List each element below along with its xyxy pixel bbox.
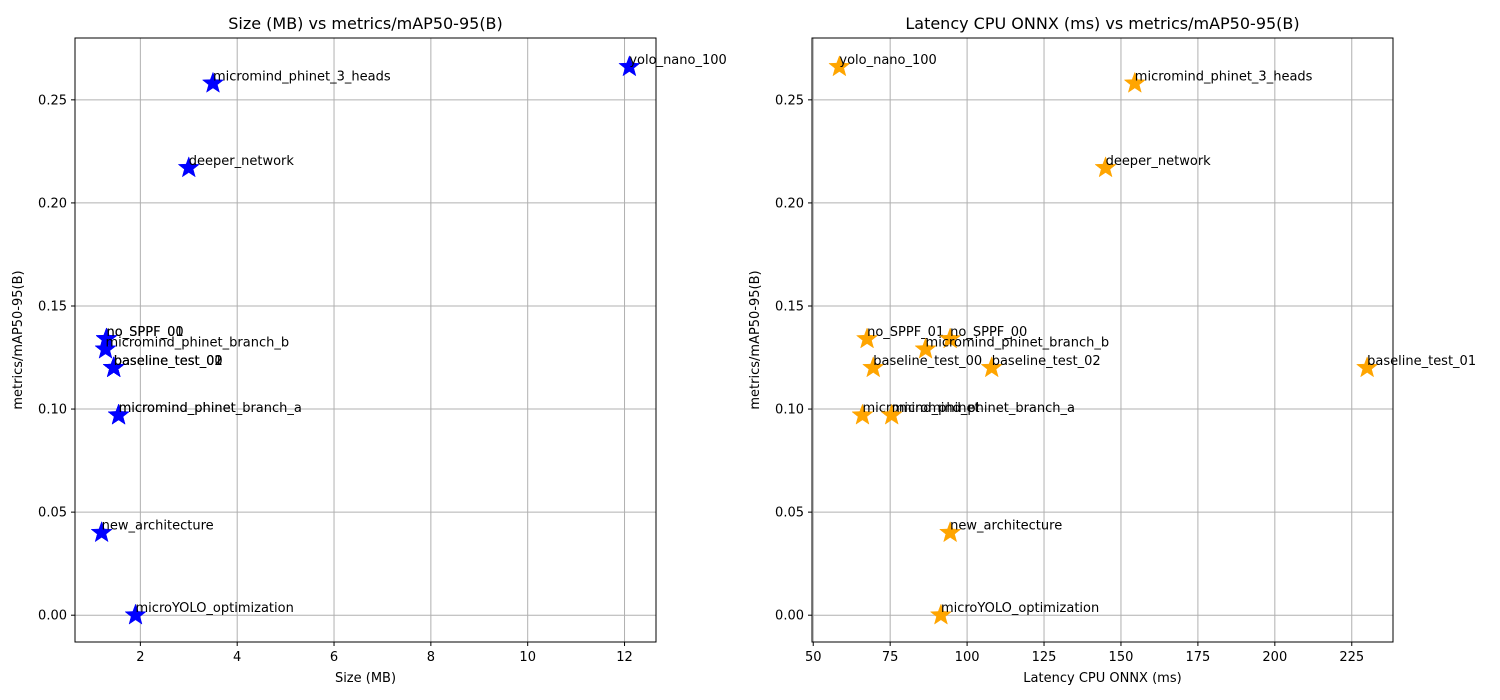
data-point-label: microYOLO_optimization [941, 601, 1099, 616]
data-point-label: new_architecture [102, 519, 214, 534]
y-tick-label: 0.15 [38, 299, 67, 314]
data-point-star [94, 337, 117, 359]
chart-latency-vs-map: 50 75 100 125 150 175 200 225 0.00 0.05 0.10 0.15 0.… [748, 14, 1476, 686]
x-tick-label: 2 [136, 650, 144, 665]
x-tick-label: 175 [1185, 650, 1210, 665]
y-tick-label: 0.00 [38, 609, 67, 624]
data-point-label: deeper_network [1106, 154, 1212, 169]
y-axis-label: metrics/mAP50-95(B) [11, 270, 26, 409]
x-axis-label: Latency CPU ONNX (ms) [1023, 671, 1181, 686]
x-tick-label: 4 [233, 650, 241, 665]
data-point-star [177, 156, 200, 178]
data-point-star [828, 55, 851, 77]
data-point-label: deeper_network [189, 154, 295, 169]
x-tick-label: 200 [1262, 650, 1287, 665]
plot-frame [74, 37, 657, 643]
data-point-label: micromind_phinet_3_heads [213, 69, 391, 84]
data-point-label: baseline_test_02 [114, 354, 223, 369]
data-point-label: no_SPPF_01 [867, 325, 944, 340]
data-point-star [618, 55, 641, 77]
data-point-star [1356, 356, 1379, 378]
y-tick-label: 0.25 [775, 93, 804, 108]
data-point-label: baseline_test_01 [1367, 354, 1476, 369]
data-point-label: baseline_test_02 [992, 354, 1101, 369]
y-tick-label: 0.10 [38, 403, 67, 418]
data-point-label: micromind_phinet [119, 401, 236, 416]
data-point-star [929, 603, 953, 625]
y-tick-label: 0.05 [38, 506, 67, 521]
y-tick-label: 0.25 [38, 93, 67, 108]
data-point-star [1123, 71, 1146, 93]
x-axis-label: Size (MB) [335, 671, 396, 686]
chart-size-vs-map: 2 4 6 8 10 12 0.00 0.05 0.10 0.15 0.20 0.25 Size (MB… [11, 14, 727, 686]
data-point-label: microYOLO_optimization [136, 601, 294, 616]
y-axis-label: metrics/mAP50-95(B) [748, 270, 763, 409]
data-point-star [880, 403, 903, 425]
x-tick-label: 150 [1109, 650, 1134, 665]
data-point-label: baseline_test_00 [114, 354, 223, 369]
x-tick-label: 50 [805, 650, 822, 665]
y-tick-label: 0.20 [775, 196, 804, 211]
chart-title: Latency CPU ONNX (ms) vs metrics/mAP50-9… [905, 14, 1299, 33]
x-tick-label: 8 [427, 650, 435, 665]
y-tick-label: 0.10 [775, 403, 804, 418]
data-point-label: no_SPPF_01 [106, 325, 183, 340]
data-point-star [90, 521, 113, 543]
data-point-star [102, 356, 125, 378]
data-point-star [201, 71, 225, 93]
data-point-label: yolo_nano_100 [629, 53, 726, 68]
data-point-star [124, 603, 147, 625]
data-point-star [855, 327, 879, 349]
data-point-star [914, 337, 937, 359]
data-point-label: micromind_phinet_branch_a [892, 401, 1075, 416]
x-tick-label: 6 [330, 650, 338, 665]
plot-frame [811, 37, 1394, 643]
data-point-star [939, 327, 962, 349]
x-tick-label: 75 [882, 650, 899, 665]
data-point-label: no_SPPF_00 [950, 325, 1027, 340]
x-tick-label: 225 [1339, 650, 1364, 665]
data-point-label: no_SPPF_00 [106, 325, 183, 340]
y-tick-label: 0.20 [38, 196, 67, 211]
y-tick-label: 0.15 [775, 299, 804, 314]
x-tick-label: 125 [1032, 650, 1057, 665]
y-tick-label: 0.00 [775, 609, 804, 624]
data-point-star [851, 403, 874, 425]
data-point-star [980, 356, 1003, 378]
y-tick-label: 0.05 [775, 506, 804, 521]
data-point-label: micromind_phinet_branch_b [106, 335, 290, 350]
data-point-star [107, 403, 130, 425]
data-point-label: micromind_phinet_branch_a [119, 401, 302, 416]
data-point-label: micromind_phinet_3_heads [1135, 69, 1313, 84]
chart-title: Size (MB) vs metrics/mAP50-95(B) [228, 14, 503, 33]
data-point-label: yolo_nano_100 [839, 53, 936, 68]
data-point-star [862, 356, 885, 378]
data-point-star [1094, 156, 1117, 178]
data-point-label: baseline_test_00 [873, 354, 982, 369]
x-tick-label: 10 [519, 650, 536, 665]
x-tick-label: 12 [616, 650, 633, 665]
data-point-label: micromind_phinet_branch_b [926, 335, 1110, 350]
data-point-star [939, 521, 962, 543]
x-tick-label: 100 [955, 650, 980, 665]
data-point-label: baseline_test_01 [114, 354, 223, 369]
data-point-label: new_architecture [950, 519, 1062, 534]
